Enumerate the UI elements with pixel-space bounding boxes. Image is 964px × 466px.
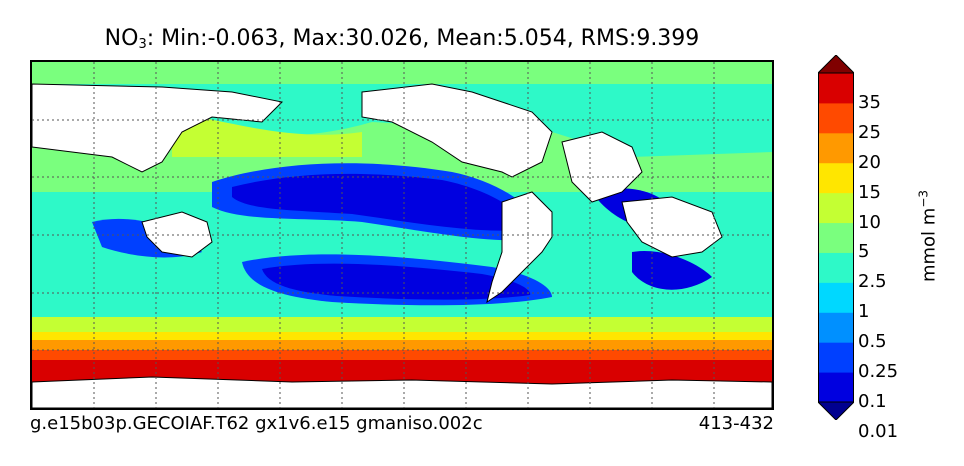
colorbar-segment <box>818 162 854 194</box>
colorbar-segment <box>818 342 854 373</box>
colorbar-segment <box>818 192 854 224</box>
title-species: NO <box>104 26 139 51</box>
colorbar-tick-label: 0.01 <box>858 420 899 442</box>
colorbar <box>818 55 854 420</box>
colorbar-extend-high <box>818 55 854 74</box>
land-north-america <box>361 83 553 178</box>
colorbar-segment <box>818 222 854 253</box>
graticule <box>32 62 772 408</box>
colorbar-tick-label: 2.5 <box>858 271 887 293</box>
land <box>32 83 772 408</box>
years-caption: 413-432 <box>698 413 774 434</box>
case-caption: g.e15b03p.GECOIAF.T62 gx1v6.e15 gmaniso.… <box>30 413 483 434</box>
ocean-map <box>30 60 774 410</box>
units-base: mmol m <box>918 207 940 283</box>
land-africa <box>621 196 723 258</box>
south-pacific-gyre-inner <box>262 263 531 300</box>
land-greenland-region <box>561 131 643 203</box>
north-pacific-gyre-inner <box>232 173 532 231</box>
colorbar-tick-label: 5 <box>858 241 870 263</box>
units-label: mmol m−3 <box>917 190 940 282</box>
colorbar-segment <box>818 252 854 283</box>
colorbar-tick-label: 1 <box>858 301 870 323</box>
map-title: NO3: Min:-0.063, Max:30.026, Mean:5.054,… <box>30 26 774 52</box>
arctic-band <box>32 62 772 84</box>
map-canvas <box>32 62 772 408</box>
southern-band-5 <box>32 317 772 335</box>
colorbar-segment <box>818 282 854 313</box>
colorbar-segment <box>818 132 854 164</box>
title-stats: : Min:-0.063, Max:30.026, Mean:5.054, RM… <box>146 26 700 51</box>
colorbar-tick-label: 0.5 <box>858 331 887 353</box>
south-atlantic-gyre <box>632 251 712 290</box>
colorbar-tick-label: 15 <box>858 181 881 203</box>
colorbar-segment <box>818 73 854 104</box>
colorbar-tick-label: 10 <box>858 211 881 233</box>
colorbar-tick-label: 25 <box>858 121 881 143</box>
colorbar-tick-label: 20 <box>858 151 881 173</box>
colorbar-tick-label: 35 <box>858 91 881 113</box>
colorbar-tick-label: 0.1 <box>858 391 887 412</box>
subarctic-pacific-band <box>172 112 362 157</box>
colorbar-tick-label: 0.25 <box>858 361 899 383</box>
colorbar-extend-low <box>818 401 854 420</box>
colorbar-segment <box>818 102 854 134</box>
southern-band-15 <box>32 340 772 352</box>
southern-band-20 <box>32 350 772 362</box>
land-south-america <box>486 191 553 304</box>
title-subscript: 3 <box>138 37 147 52</box>
land-antarctica <box>32 376 772 408</box>
land-eurasia <box>32 83 284 173</box>
colorbar-frame <box>818 72 854 403</box>
southern-band-10 <box>32 332 772 342</box>
colorbar-segment <box>818 372 854 403</box>
colorbar-segment <box>818 312 854 343</box>
units-exponent: −3 <box>916 189 931 208</box>
